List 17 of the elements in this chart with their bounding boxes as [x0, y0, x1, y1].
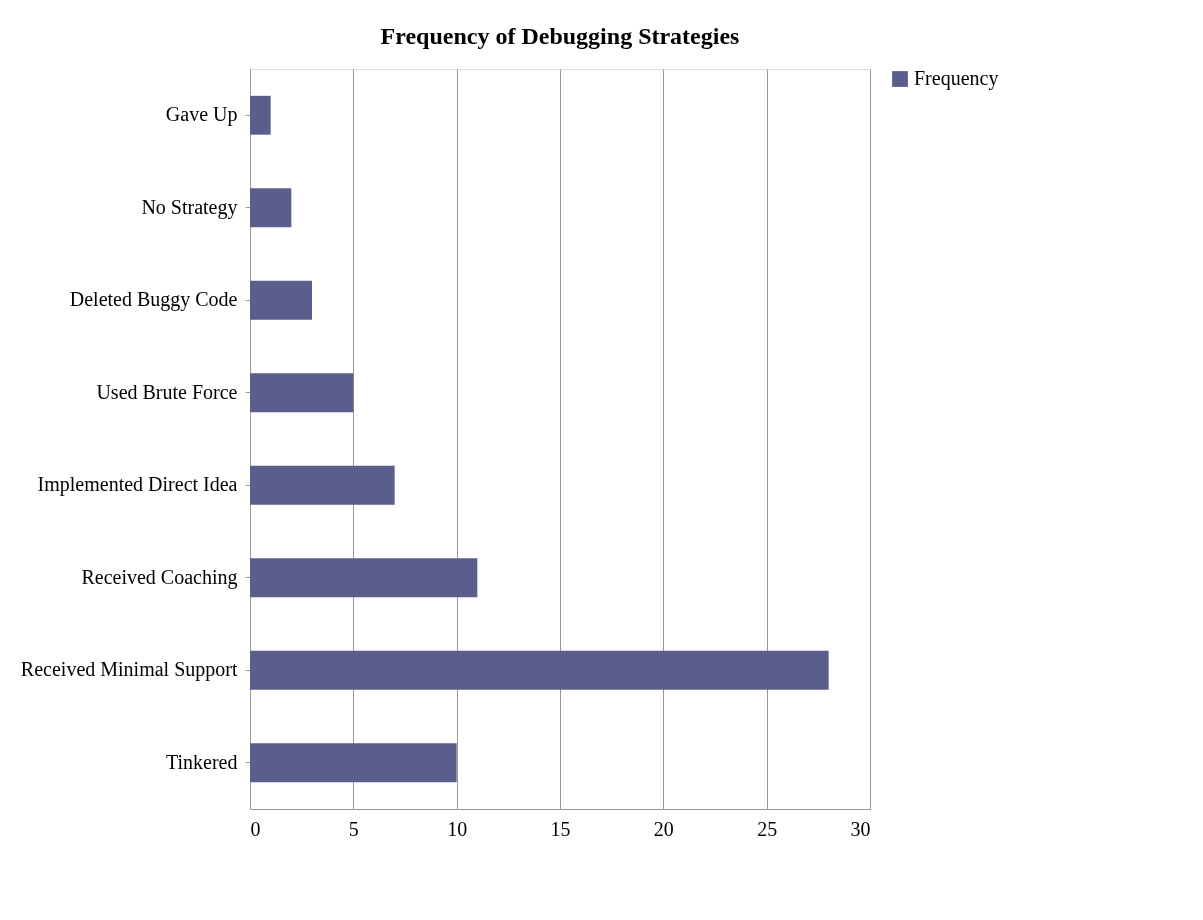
legend-label: Frequency: [914, 67, 999, 90]
y-tick-label: Used Brute Force: [96, 380, 238, 403]
x-tick-label: 25: [757, 817, 778, 840]
x-tick-label: 5: [348, 817, 359, 840]
y-tick-label: Gave Up: [165, 103, 238, 127]
y-tick-label: Received Coaching: [81, 565, 238, 589]
y-tick-label: Implemented Direct Idea: [37, 473, 238, 497]
y-tick-label: Received Minimal Support: [20, 658, 238, 682]
x-tick-label: 10: [447, 817, 468, 840]
x-tick-label: 0: [250, 817, 261, 840]
y-tick-label: Deleted Buggy Code: [69, 288, 238, 312]
y-tick-label: No Strategy: [141, 195, 238, 219]
chart-title: Frequency of Debugging Strategies: [380, 23, 740, 49]
x-tick-label: 15: [550, 817, 571, 840]
x-tick-label: 20: [653, 817, 674, 840]
x-tick-label: 30: [850, 817, 871, 840]
y-tick-label: Tinkered: [166, 750, 238, 773]
